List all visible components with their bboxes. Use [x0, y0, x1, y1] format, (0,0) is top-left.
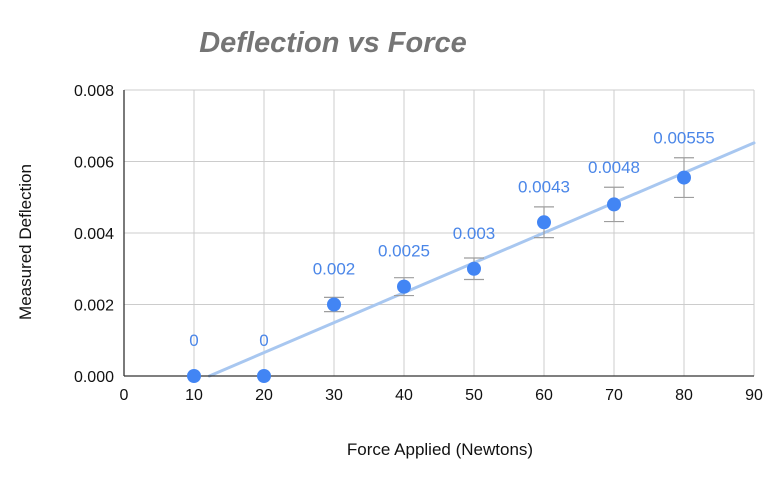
y-tick-label: 0.002	[74, 298, 114, 315]
y-axis-title: Measured Deflection	[16, 164, 35, 320]
data-label: 0	[259, 331, 268, 350]
x-tick-label: 0	[120, 387, 129, 404]
data-point	[327, 297, 341, 312]
data-point	[677, 170, 691, 185]
trendline-layer	[207, 141, 756, 378]
data-point	[187, 369, 201, 383]
data-label: 0.0043	[518, 177, 570, 196]
y-tick-label: 0.004	[74, 226, 114, 243]
data-point	[467, 261, 481, 276]
x-tick-label: 60	[535, 387, 553, 404]
data-label: 0	[189, 331, 198, 350]
data-point	[607, 197, 621, 212]
trendline	[207, 141, 756, 378]
data-point	[397, 279, 411, 294]
y-tick-label: 0.000	[74, 369, 114, 386]
x-tick-label: 90	[745, 387, 763, 404]
x-tick-label: 10	[185, 387, 203, 404]
y-tick-label: 0.006	[74, 155, 114, 172]
error-bars	[324, 157, 694, 313]
x-tick-label: 30	[325, 387, 343, 404]
data-label: 0.0048	[588, 158, 640, 177]
x-tick-label: 20	[255, 387, 273, 404]
tick-labels: 0 10 20 30 40 50 60 70 80 90 0.000 0.002 0.004 0.006 0…	[74, 83, 763, 404]
data-points	[187, 170, 691, 383]
y-tick-label: 0.008	[74, 83, 114, 100]
data-point	[537, 215, 551, 230]
data-label: 0.003	[453, 224, 496, 243]
data-label: 0.00555	[653, 129, 714, 148]
x-axis-title: Force Applied (Newtons)	[347, 440, 533, 459]
x-tick-label: 50	[465, 387, 483, 404]
x-tick-label: 70	[605, 387, 623, 404]
data-labels: 0 0 0.002 0.0025 0.003 0.0043 0.0048 0.00555	[189, 129, 714, 350]
data-label: 0.002	[313, 260, 356, 279]
axes	[123, 90, 754, 377]
chart-title: Deflection vs Force	[199, 27, 467, 59]
data-point	[257, 369, 271, 383]
x-tick-label: 40	[395, 387, 413, 404]
data-label: 0.0025	[378, 242, 430, 261]
x-tick-label: 80	[675, 387, 693, 404]
